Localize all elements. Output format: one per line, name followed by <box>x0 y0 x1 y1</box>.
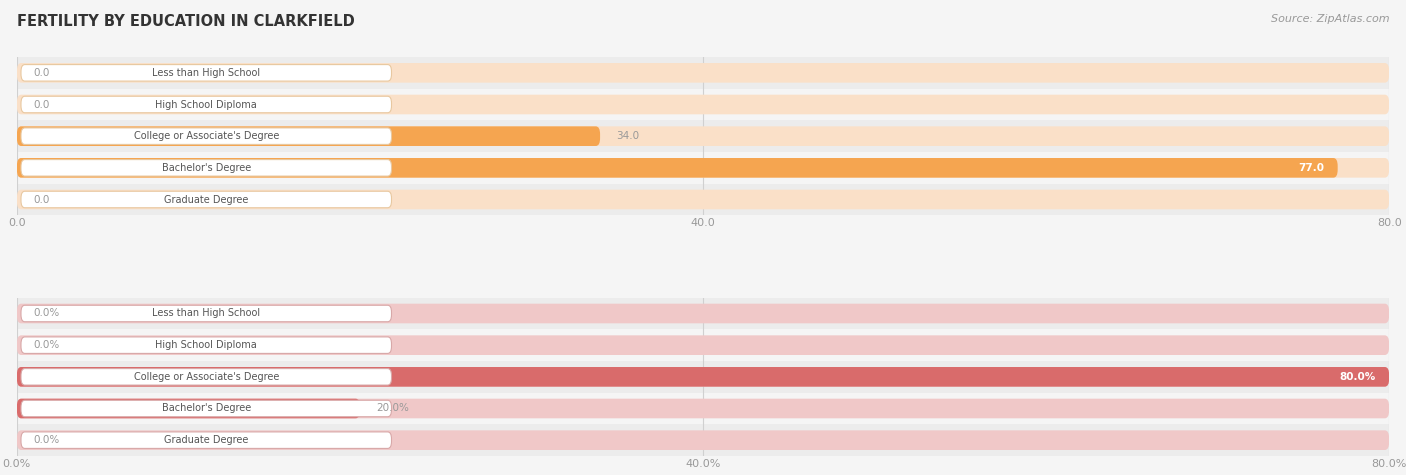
FancyBboxPatch shape <box>21 65 391 81</box>
FancyBboxPatch shape <box>17 367 1389 387</box>
FancyBboxPatch shape <box>21 337 391 353</box>
FancyBboxPatch shape <box>21 369 391 385</box>
FancyBboxPatch shape <box>21 432 391 448</box>
Text: 0.0: 0.0 <box>34 194 49 205</box>
Bar <box>17 298 1389 329</box>
Text: 77.0: 77.0 <box>1298 163 1324 173</box>
FancyBboxPatch shape <box>17 126 1389 146</box>
Text: High School Diploma: High School Diploma <box>156 99 257 110</box>
Text: 80.0%: 80.0% <box>1339 372 1375 382</box>
FancyBboxPatch shape <box>17 399 360 418</box>
Bar <box>17 57 1389 89</box>
FancyBboxPatch shape <box>17 158 1389 178</box>
Text: FERTILITY BY EDUCATION IN CLARKFIELD: FERTILITY BY EDUCATION IN CLARKFIELD <box>17 14 354 29</box>
FancyBboxPatch shape <box>17 95 1389 114</box>
FancyBboxPatch shape <box>17 335 1389 355</box>
Bar <box>17 329 1389 361</box>
Bar <box>17 120 1389 152</box>
Bar <box>17 152 1389 184</box>
Text: Bachelor's Degree: Bachelor's Degree <box>162 403 250 414</box>
Bar <box>17 424 1389 456</box>
Bar <box>17 393 1389 424</box>
Text: Graduate Degree: Graduate Degree <box>165 435 249 445</box>
Text: College or Associate's Degree: College or Associate's Degree <box>134 372 278 382</box>
FancyBboxPatch shape <box>21 160 391 176</box>
FancyBboxPatch shape <box>17 430 1389 450</box>
Text: College or Associate's Degree: College or Associate's Degree <box>134 131 278 141</box>
FancyBboxPatch shape <box>21 305 391 322</box>
Text: Source: ZipAtlas.com: Source: ZipAtlas.com <box>1271 14 1389 24</box>
FancyBboxPatch shape <box>17 190 1389 209</box>
FancyBboxPatch shape <box>17 158 1337 178</box>
Text: Less than High School: Less than High School <box>152 68 260 78</box>
FancyBboxPatch shape <box>17 126 600 146</box>
Text: 0.0%: 0.0% <box>34 435 59 445</box>
Text: 0.0%: 0.0% <box>34 340 59 350</box>
FancyBboxPatch shape <box>17 63 1389 83</box>
Bar <box>17 361 1389 393</box>
Bar <box>17 89 1389 120</box>
Text: 0.0: 0.0 <box>34 68 49 78</box>
FancyBboxPatch shape <box>21 400 391 417</box>
Text: 20.0%: 20.0% <box>377 403 409 414</box>
Text: 34.0: 34.0 <box>617 131 640 141</box>
Text: High School Diploma: High School Diploma <box>156 340 257 350</box>
Text: Graduate Degree: Graduate Degree <box>165 194 249 205</box>
Text: Less than High School: Less than High School <box>152 308 260 319</box>
Text: 0.0: 0.0 <box>34 99 49 110</box>
FancyBboxPatch shape <box>17 399 1389 418</box>
FancyBboxPatch shape <box>21 96 391 113</box>
Text: Bachelor's Degree: Bachelor's Degree <box>162 163 250 173</box>
Text: 0.0%: 0.0% <box>34 308 59 319</box>
FancyBboxPatch shape <box>17 304 1389 323</box>
FancyBboxPatch shape <box>21 128 391 144</box>
FancyBboxPatch shape <box>17 367 1389 387</box>
FancyBboxPatch shape <box>21 191 391 208</box>
Bar <box>17 184 1389 215</box>
